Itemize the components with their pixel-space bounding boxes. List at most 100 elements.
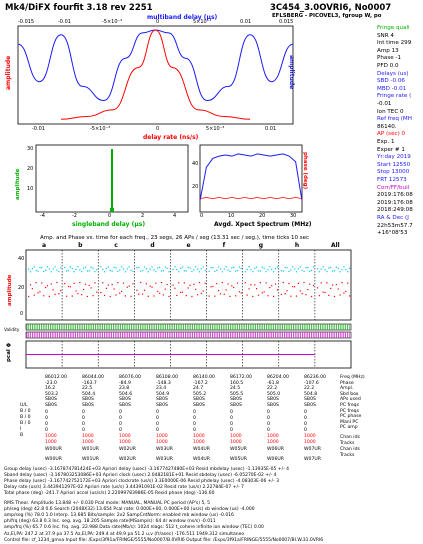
amp-point [254,267,256,269]
bottom-tick-3: 5×10⁻³ [206,126,225,132]
amp-point [117,270,119,273]
pcal-cell: 0 [304,416,307,421]
phase-point [174,287,176,289]
pcal-cell: 0 [230,422,233,427]
phase-point [257,294,260,296]
phase-point [238,291,240,293]
freq-cell: 22.5 [82,386,93,392]
phase-point [83,288,85,291]
side-panel-line: Amp 13 [377,47,399,54]
freq-right-label: PC freqs [340,408,359,414]
amp-point [168,271,170,273]
phase-point [180,291,182,294]
phase-point [191,295,193,298]
pcal-cell: 0 [304,428,307,433]
freq-cell: 86236.00 [304,375,326,380]
freq-row-label: B / 0 [20,421,31,426]
amp-point [100,266,102,268]
side-panel-line: SNR 4 [377,32,394,39]
pcal-cell: 0 [304,410,307,415]
phase-point [128,285,130,287]
bottom-axis-label: delay rate (ns/s) [143,134,199,141]
amp-point [280,270,282,272]
side-panel-line: 2019:176:08 [377,192,413,199]
pcal-cell: 1000 [119,434,131,439]
phase-point [149,285,151,287]
amp-point [273,271,275,273]
phase-point [225,289,227,291]
phase-point [273,295,275,298]
side-panel-line: Ref freq (MH [377,116,412,123]
channel-letter: g [258,242,264,249]
phase-point [185,294,187,297]
phase-point [332,284,334,286]
phase-point [246,294,248,296]
amp-point [181,266,184,268]
amp-point [229,270,231,273]
validity-label: Validity [4,327,20,332]
freq-right-label: APs used [340,397,361,403]
amp-point [330,266,332,268]
amp-point [320,268,322,270]
header-subtitle: EFLSBERG - PICOVEL3, fgroup W, po [272,13,382,19]
amp-point [333,270,336,272]
amp-point [219,268,222,270]
phase-point [66,295,68,297]
phase-point [159,292,161,294]
mid-right-xtick-10: 10 [228,213,235,219]
amp-point [305,267,307,269]
phase-point [208,295,210,297]
amp-point [274,267,277,270]
phase-point [75,290,77,292]
amp-point [252,271,254,273]
pcal-cell: 0 [82,410,85,415]
freq-cell: 86140.00 [193,375,215,380]
freq-cell: -148.3 [156,380,171,386]
amp-point [166,267,168,269]
amp-point [102,268,104,271]
amp-point [316,268,319,270]
amp-point [81,271,83,273]
freq-right-label: Tracks [340,453,355,458]
phase-point [157,290,159,292]
phase-point [256,288,258,290]
phase-point [337,288,339,290]
amp-point [200,268,202,270]
amp-point [159,266,161,268]
phase-point [297,282,299,285]
phase-point [335,284,337,286]
phase-point [288,282,290,285]
amp-point [111,270,113,272]
mid-left-ytick-10: 10 [27,186,34,192]
amp-point [343,266,345,268]
amp-point [162,270,164,272]
phase-point [210,286,212,288]
amp-point [46,266,49,268]
mid-left-xlabel: singleband delay (μs) [72,221,146,228]
side-panel-line: +16°08'53 [377,230,408,237]
phase-point [254,284,256,286]
side-panel-line: Fringe rate ( [377,93,412,100]
phase-point [236,282,239,284]
top-tick-2: -5×10⁻³ [102,19,123,25]
phase-point [111,283,113,286]
amp-point [66,270,68,272]
phase-point [193,283,195,285]
amp-point [130,269,132,271]
side-panel-line: AP (sec) 0 [377,131,406,138]
phase-point [119,292,121,294]
freq-row-label: B / 0 [20,415,31,420]
amp-point [176,269,178,271]
amp-point [29,271,32,273]
amp-point [204,269,206,272]
amp-point [187,266,189,268]
phase-point [168,295,170,298]
phase-point [341,282,343,284]
phase-point [223,293,225,295]
amp-point [33,266,35,268]
phase-point [166,283,168,286]
chan-id-cell: W05UR [230,457,247,462]
amp-point [276,266,278,268]
phase-point [269,287,271,289]
footer-line: amp/seg (%) 78.0 1.0 Interp. 13.685 Bits… [4,513,234,518]
